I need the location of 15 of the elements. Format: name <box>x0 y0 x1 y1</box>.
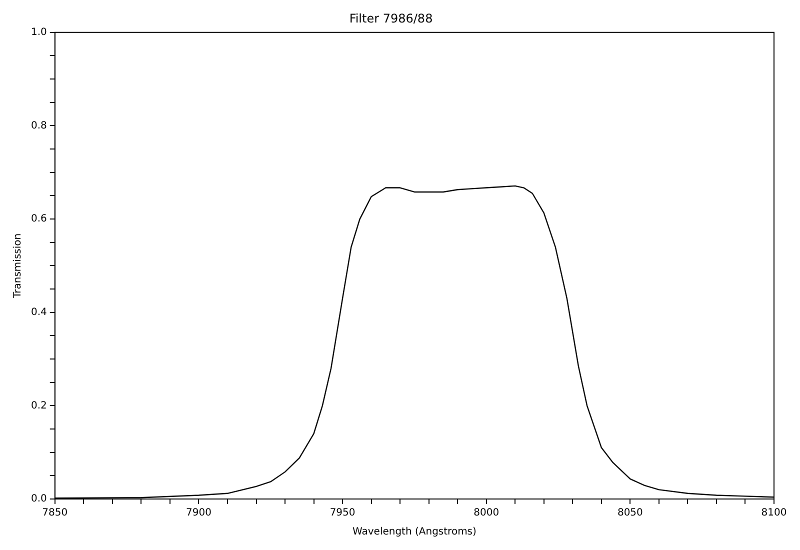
x-tick-label: 7900 <box>186 508 212 519</box>
x-tick-label: 8000 <box>474 508 500 519</box>
x-tick-label: 7950 <box>330 508 356 519</box>
x-tick-label: 8050 <box>617 508 643 519</box>
x-tick-label: 8100 <box>761 508 787 519</box>
y-tick-label: 0.6 <box>30 214 47 225</box>
x-tick-label: 7850 <box>42 508 68 519</box>
y-tick-label: 1.0 <box>30 26 47 38</box>
y-tick-label: 0.0 <box>30 494 47 505</box>
y-tick-label: 0.8 <box>30 120 47 132</box>
y-tick-label: 0.4 <box>30 306 47 318</box>
y-axis-title: Transmission <box>12 233 24 300</box>
y-tick-label: 0.2 <box>30 400 47 412</box>
x-axis-title: Wavelength (Angstroms) <box>352 526 477 538</box>
chart-title: Filter 7986/88 <box>349 11 433 26</box>
